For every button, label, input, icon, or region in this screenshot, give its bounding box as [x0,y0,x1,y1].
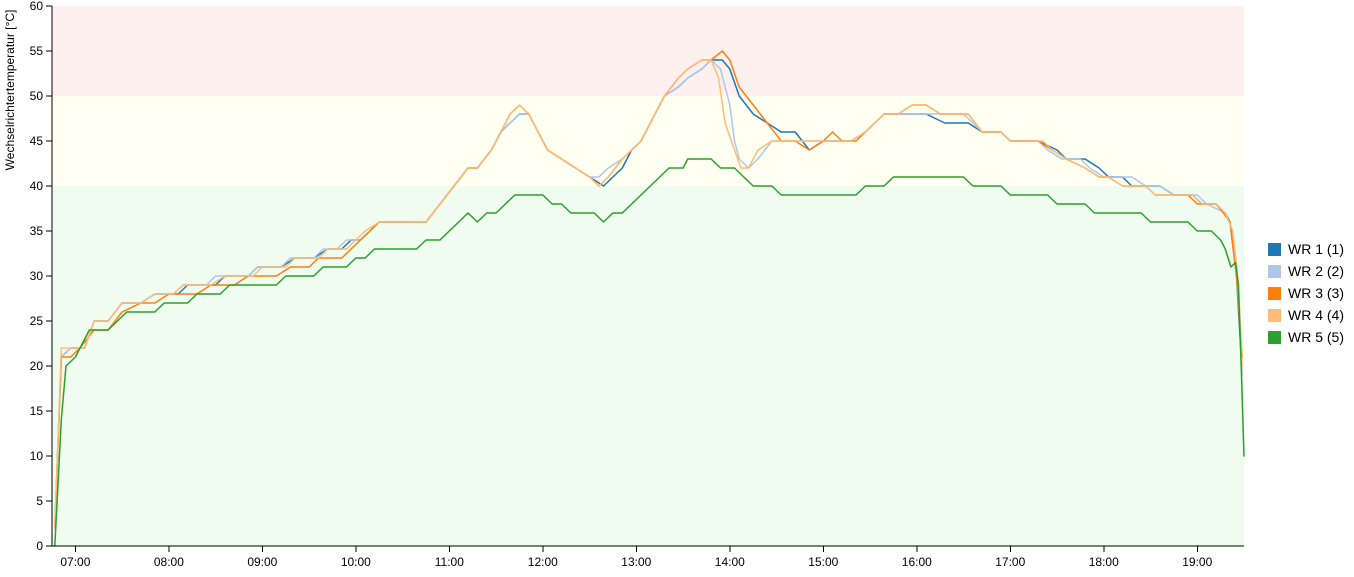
legend-swatch [1268,242,1281,256]
y-tick-label: 40 [30,179,44,193]
y-tick-label: 0 [36,539,43,553]
legend-item-1[interactable]: WR 1 (1) [1268,238,1344,260]
series-line-4 [54,59,1243,529]
x-tick-label: 17:00 [995,555,1025,569]
legend-label: WR 1 (1) [1288,241,1344,257]
y-tick-label: 55 [30,44,44,58]
legend-item-4[interactable]: WR 4 (4) [1268,304,1344,326]
x-tick-label: 15:00 [808,555,838,569]
legend: WR 1 (1) WR 2 (2) WR 3 (3) WR 4 (4) WR 5 (5) [1268,238,1344,348]
x-tick-label: 14:00 [715,555,745,569]
x-tick-label: 18:00 [1089,555,1119,569]
x-tick-label: 09:00 [247,555,277,569]
legend-swatch [1268,330,1281,344]
legend-swatch [1268,264,1281,278]
x-axis: 07:00 08:00 09:00 10:00 11:00 12:00 13:00 14:00… [52,545,1244,569]
x-tick-label: 19:00 [1182,555,1212,569]
legend-swatch [1268,286,1281,300]
y-tick-label: 20 [30,359,44,373]
threshold-bands [52,6,1244,546]
y-tick-label: 25 [30,314,44,328]
x-tick-label: 11:00 [435,555,464,569]
y-tick-label: 50 [30,89,44,103]
band-0 [52,186,1244,546]
x-tick-label: 13:00 [621,555,651,569]
legend-label: WR 2 (2) [1288,263,1344,279]
legend-item-3[interactable]: WR 3 (3) [1268,282,1344,304]
legend-label: WR 3 (3) [1288,285,1344,301]
x-tick-label: 08:00 [154,555,184,569]
band-2 [52,6,1244,96]
legend-swatch [1268,308,1281,322]
y-tick-label: 60 [30,0,44,13]
legend-label: WR 4 (4) [1288,307,1344,323]
legend-item-5[interactable]: WR 5 (5) [1268,326,1344,348]
legend-label: WR 5 (5) [1288,329,1344,345]
y-tick-label: 30 [30,269,44,283]
legend-item-2[interactable]: WR 2 (2) [1268,260,1344,282]
series-lines [54,50,1245,547]
x-tick-label: 07:00 [60,555,90,569]
series-line-5 [54,158,1245,547]
y-tick-label: 15 [30,404,44,418]
band-1 [52,96,1244,186]
y-tick-label: 35 [30,224,44,238]
y-axis-label: Wechselrichtertemperatur [°C] [3,10,17,171]
y-tick-label: 10 [30,449,44,463]
x-tick-label: 10:00 [341,555,371,569]
x-tick-label: 16:00 [902,555,932,569]
x-tick-label: 12:00 [528,555,558,569]
y-tick-label: 45 [30,134,44,148]
y-axis: 0 5 10 15 20 25 30 35 40 45 50 55 60 [30,0,53,553]
y-tick-label: 5 [36,494,43,508]
